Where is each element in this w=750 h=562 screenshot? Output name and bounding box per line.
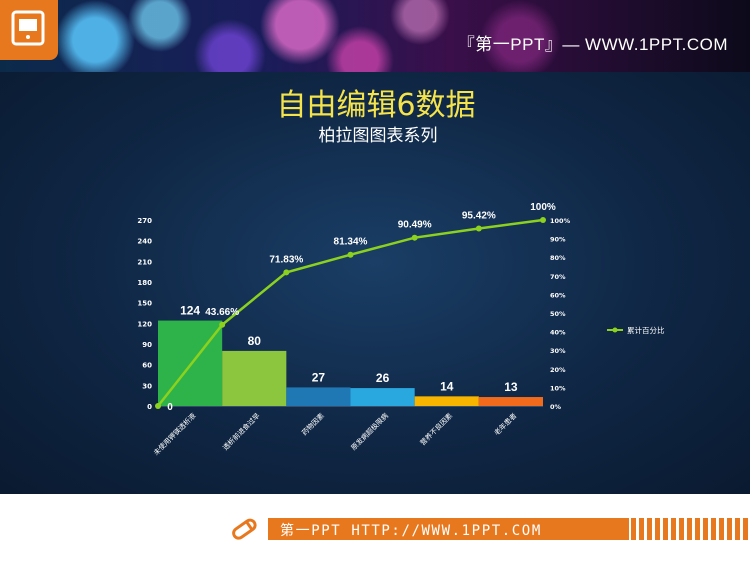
y-tick-label: 90 [142,341,152,349]
line-point-label: 90.49% [398,220,432,231]
y-tick-label: 0 [147,403,152,411]
y2-tick-label: 20% [550,366,566,374]
bars: 124 未使用钾镁透析液 80 透析前进食过早 27 药物因素 26 原发病超极限病 14 营养不… [152,304,543,457]
legend-marker [612,327,618,333]
y-tick-label: 180 [137,279,152,287]
bar-value-label: 13 [504,380,518,394]
bar-value-label: 124 [180,304,200,318]
chart-subtitle: 柏拉图图表系列 [319,126,438,146]
bar [286,387,351,406]
legend-label: 累计百分比 [627,325,665,335]
x-tick-label: 老年患者 [492,411,518,437]
line-point [155,403,161,409]
y2-tick-label: 100% [550,217,571,225]
bar [222,350,287,406]
line-point-label: 95.42% [462,211,496,222]
line-point [283,269,290,276]
footer-bar [268,518,629,540]
footer: 第一PPT HTTP://WWW.1PPT.COM [0,494,750,562]
line-point [411,234,418,241]
y-tick-label: 60 [142,362,152,370]
header-banner: 『第一PPT』— WWW.1PPT.COM [0,0,750,72]
x-tick-label: 透析前进食过早 [221,411,262,452]
chart-title: 自由编辑6数据 [276,88,475,123]
y2-tick-label: 40% [550,329,566,337]
y2-tick-label: 60% [550,291,566,299]
line-point-label: 43.66% [205,307,239,318]
line-point [347,251,354,258]
pareto-chart: 自由编辑6数据 柏拉图图表系列 0 30 60 90 120 150 180 210 240 27… [137,88,665,457]
pencil-icon [232,518,257,540]
y-tick-label: 30 [142,382,152,390]
bar-value-label: 27 [312,370,326,384]
y-tick-label: 240 [137,238,152,246]
y2-tick-label: 0% [550,403,562,411]
bar-value-label: 14 [440,379,454,393]
site-header-text: 『第一PPT』— WWW.1PPT.COM [457,35,728,54]
y-tick-label: 120 [137,320,152,328]
x-tick-label: 原发病超极限病 [349,411,390,452]
line-point-label: 100% [530,202,556,213]
y2-tick-label: 30% [550,347,566,355]
y2-tick-label: 80% [550,254,566,262]
line-point-label: 81.34% [334,237,368,248]
x-tick-label: 未使用钾镁透析液 [152,411,198,457]
x-tick-label: 药物因素 [300,411,326,437]
footer-text: 第一PPT HTTP://WWW.1PPT.COM [280,523,542,539]
legend: 累计百分比 [607,325,665,335]
x-tick-label: 营养不良因素 [418,411,454,447]
bar-value-label: 80 [248,334,262,348]
y2-tick-label: 90% [550,236,566,244]
y2-tick-label: 50% [550,310,566,318]
line-point-label: 0 [167,402,173,413]
line-point [540,217,546,223]
line-point [219,321,226,328]
line-point [475,225,482,232]
footer-stripes [631,518,750,540]
line-point-label: 71.83% [269,254,303,265]
cumulative-line: 0 43.66% 71.83% 81.34% 90.49% 95.42% 100% [155,202,556,413]
y-tick-label: 270 [137,217,152,225]
y2-tick-label: 70% [550,273,566,281]
bar [478,397,543,406]
chart-panel [0,72,750,494]
y-tick-label: 150 [137,300,152,308]
logo [0,0,58,60]
y-tick-label: 210 [137,258,152,266]
bar [414,396,479,406]
presentation-icon [11,10,45,46]
y2-tick-label: 10% [550,384,566,392]
bar [350,388,415,406]
bar-value-label: 26 [376,371,390,385]
